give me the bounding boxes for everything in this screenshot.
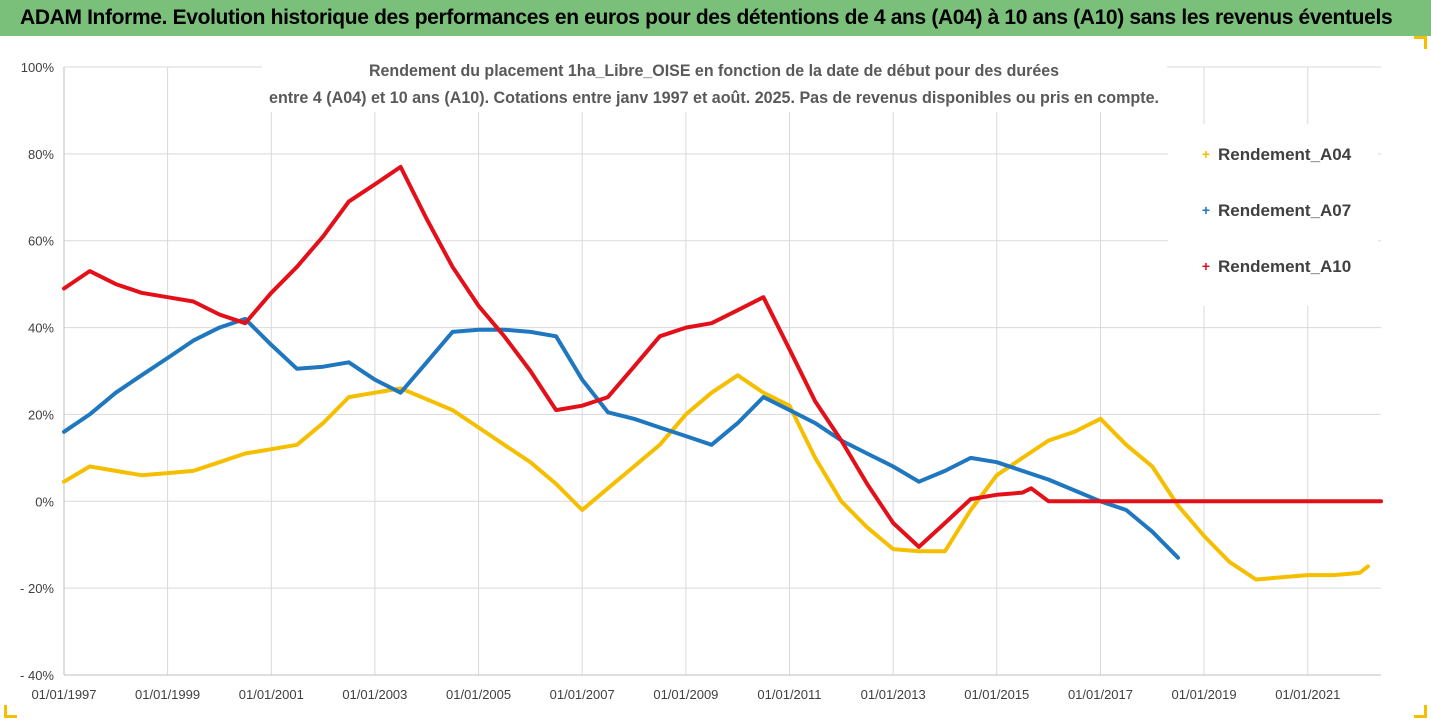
legend-label: Rendement_A07 [1218, 201, 1351, 220]
y-axis-ticks: - 40% - 20% 0% 20% 40% 60% 80% 100% [20, 60, 54, 683]
y-tick-label: 40% [28, 321, 54, 336]
y-tick-label: - 20% [20, 581, 54, 596]
x-tick-label: 01/01/2013 [861, 687, 926, 702]
chart-title-line: Rendement du placement 1ha_Libre_OISE en… [369, 61, 1059, 80]
legend-marker: + [1202, 146, 1210, 162]
x-tick-label: 01/01/2015 [964, 687, 1029, 702]
x-tick-label: 01/01/2019 [1172, 687, 1237, 702]
series-line-rendement_a10 [62, 164, 1383, 549]
x-tick-label: 01/01/2003 [342, 687, 407, 702]
x-tick-label: 01/01/2007 [550, 687, 615, 702]
chart-title-line: entre 4 (A04) et 10 ans (A10). Cotations… [269, 88, 1159, 107]
corner-accent-top-right [1414, 36, 1427, 49]
legend-marker: + [1202, 258, 1210, 274]
series-line-rendement_a07 [62, 316, 1180, 560]
legend-marker: + [1202, 202, 1210, 218]
gridlines [63, 66, 1381, 676]
x-tick-label: 01/01/2011 [757, 687, 821, 702]
x-tick-label: 01/01/2009 [653, 687, 718, 702]
legend-background [1168, 124, 1378, 306]
chart-title: Rendement du placement 1ha_Libre_OISE en… [262, 54, 1167, 112]
x-axis-ticks: 01/01/1997 01/01/1999 01/01/2001 01/01/2003… [31, 687, 1340, 702]
legend-label: Rendement_A10 [1218, 257, 1351, 276]
series-line-rendement_a04 [62, 373, 1370, 582]
x-tick-label: 01/01/1997 [31, 687, 96, 702]
legend-label: Rendement_A04 [1218, 145, 1352, 164]
legend: + Rendement_A04 + Rendement_A07 + Rendement_A… [1168, 124, 1378, 306]
x-tick-label: 01/01/2001 [239, 687, 304, 702]
corner-accent-bottom-right [1414, 705, 1427, 718]
x-tick-label: 01/01/2017 [1068, 687, 1133, 702]
y-tick-label: 60% [28, 234, 54, 249]
x-tick-label: 01/01/2021 [1275, 687, 1340, 702]
chart: - 40%- 20%0%20%40%60%80%100% 01/01/1997 0… [20, 54, 1383, 702]
y-tick-label: 100% [21, 60, 55, 75]
y-tick-label: 20% [28, 407, 54, 422]
header-banner: ADAM Informe. Evolution historique des p… [0, 0, 1431, 36]
x-tick-label: 01/01/1999 [135, 687, 200, 702]
corner-accent-bottom-left [4, 705, 17, 718]
y-tick-label: 0% [35, 494, 54, 509]
chart-title-background [262, 54, 1167, 112]
y-tick-label: - 40% [20, 668, 54, 683]
series-lines [62, 164, 1383, 582]
banner-title: ADAM Informe. Evolution historique des p… [20, 6, 1393, 29]
x-tick-label: 01/01/2005 [446, 687, 511, 702]
y-tick-label: 80% [28, 147, 54, 162]
